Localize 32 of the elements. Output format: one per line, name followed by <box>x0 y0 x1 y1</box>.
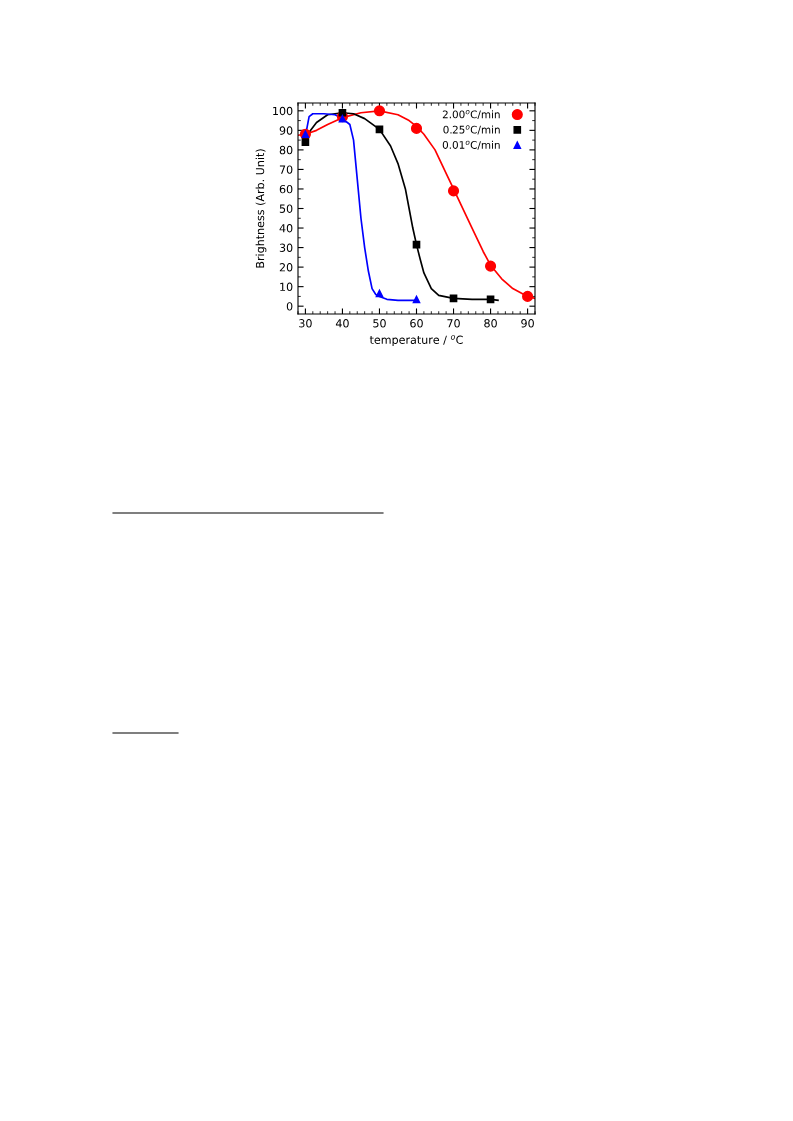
point <box>485 260 497 272</box>
y-tick-label: 50 <box>279 204 293 213</box>
x-tick-label: 40 <box>335 319 349 328</box>
y-axis-title: Brightness (Arb. Unit) <box>255 149 267 268</box>
point <box>375 289 384 298</box>
x-tick-label: 90 <box>521 319 534 328</box>
legend-label: 0.01$^{o}$C/min <box>442 140 500 150</box>
point <box>301 138 310 146</box>
point <box>373 105 386 117</box>
point <box>338 108 347 117</box>
legend-label: 0.25$^{o}$C/min <box>443 125 500 135</box>
x-tick-label: 80 <box>484 319 497 328</box>
x-tick-label: 60 <box>410 319 423 328</box>
y-tick-label: 40 <box>279 224 293 233</box>
point <box>522 290 534 302</box>
x-tick-label: 50 <box>373 319 386 328</box>
x-tick-label: 70 <box>447 319 460 328</box>
y-tick-label: 60 <box>279 184 293 194</box>
y-tick-label: 20 <box>279 263 293 272</box>
y-tick-label: 80 <box>279 145 293 155</box>
y-tick-label: 90 <box>279 126 293 135</box>
point <box>412 295 421 304</box>
y-tick-label: 10 <box>280 282 293 292</box>
y-tick-label: 100 <box>273 106 293 116</box>
legend-label: 2.00$^{o}$C/min <box>442 110 500 120</box>
y-tick-label: 0 <box>286 302 293 311</box>
x-axis-title: temperature / $^{o}$C <box>369 335 463 347</box>
y-tick-label: 70 <box>279 165 293 174</box>
point <box>447 185 460 197</box>
x-tick-label: 30 <box>299 319 312 328</box>
point <box>410 122 423 134</box>
y-tick-label: 30 <box>279 243 293 252</box>
